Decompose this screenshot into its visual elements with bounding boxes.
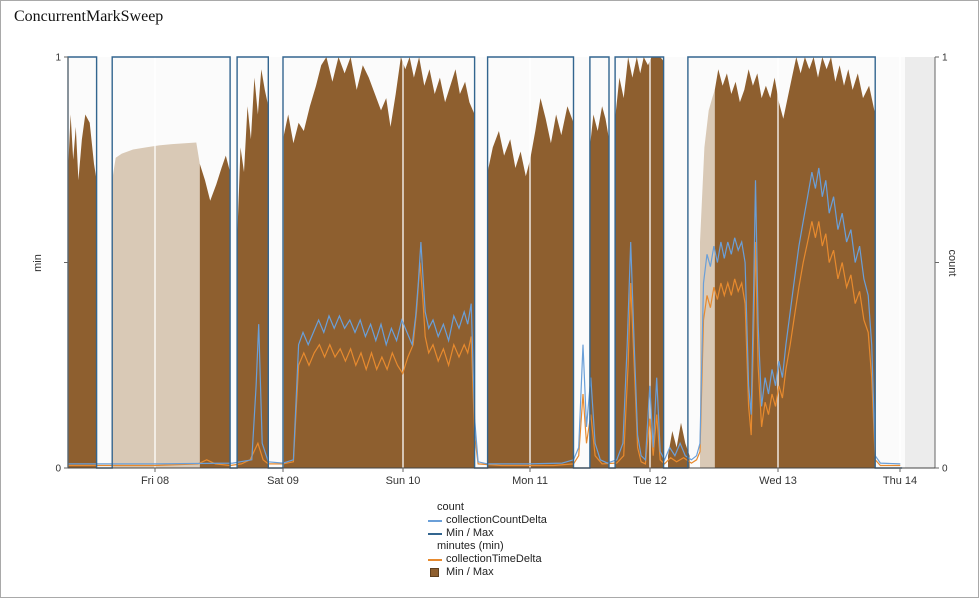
collection-count-delta-line xyxy=(68,167,901,465)
x-tick-label: Wed 13 xyxy=(759,475,797,487)
y-axis-label-right: count xyxy=(946,249,958,277)
legend-item-label: collectionTimeDelta xyxy=(446,553,542,565)
minutes-minmax-area xyxy=(68,57,876,468)
legend-item-label: collectionCountDelta xyxy=(446,514,547,526)
legend-item[interactable]: collectionCountDelta xyxy=(428,514,547,527)
chart-legend: count collectionCountDelta Min / Max minute… xyxy=(428,501,547,579)
y-tick-label-left: 1 xyxy=(55,53,61,64)
legend-item[interactable]: Min / Max xyxy=(428,527,547,540)
x-tick-label: Mon 11 xyxy=(512,475,548,487)
y-tick-label-right: 1 xyxy=(942,53,948,64)
collection-time-delta-line xyxy=(68,221,901,467)
chart-title: ConcurrentMarkSweep xyxy=(14,8,164,25)
legend-item[interactable]: collectionTimeDelta xyxy=(428,553,547,566)
x-tick-label: Tue 12 xyxy=(633,475,667,487)
legend-swatch-line-icon xyxy=(428,558,442,561)
legend-group-label: minutes (min) xyxy=(437,540,504,552)
y-tick-label-left: 0 xyxy=(55,464,61,475)
no-data-band xyxy=(905,57,935,468)
faded-minmax-area xyxy=(112,89,715,469)
legend-item-label: Min / Max xyxy=(446,566,494,578)
legend-swatch-line-icon xyxy=(428,532,442,535)
legend-item[interactable]: Min / Max xyxy=(428,566,547,579)
x-tick-label: Thu 14 xyxy=(883,475,917,487)
x-tick-label: Sun 10 xyxy=(386,475,421,487)
x-tick-label: Fri 08 xyxy=(141,475,169,487)
y-tick-label-right: 0 xyxy=(942,464,948,475)
legend-item-label: Min / Max xyxy=(446,527,494,539)
legend-swatch-area-icon xyxy=(430,568,439,577)
legend-group-label: count xyxy=(437,501,464,513)
legend-swatch-line-icon xyxy=(428,519,442,522)
x-tick-label: Sat 09 xyxy=(267,475,299,487)
y-axis-label-left: min xyxy=(32,254,44,272)
